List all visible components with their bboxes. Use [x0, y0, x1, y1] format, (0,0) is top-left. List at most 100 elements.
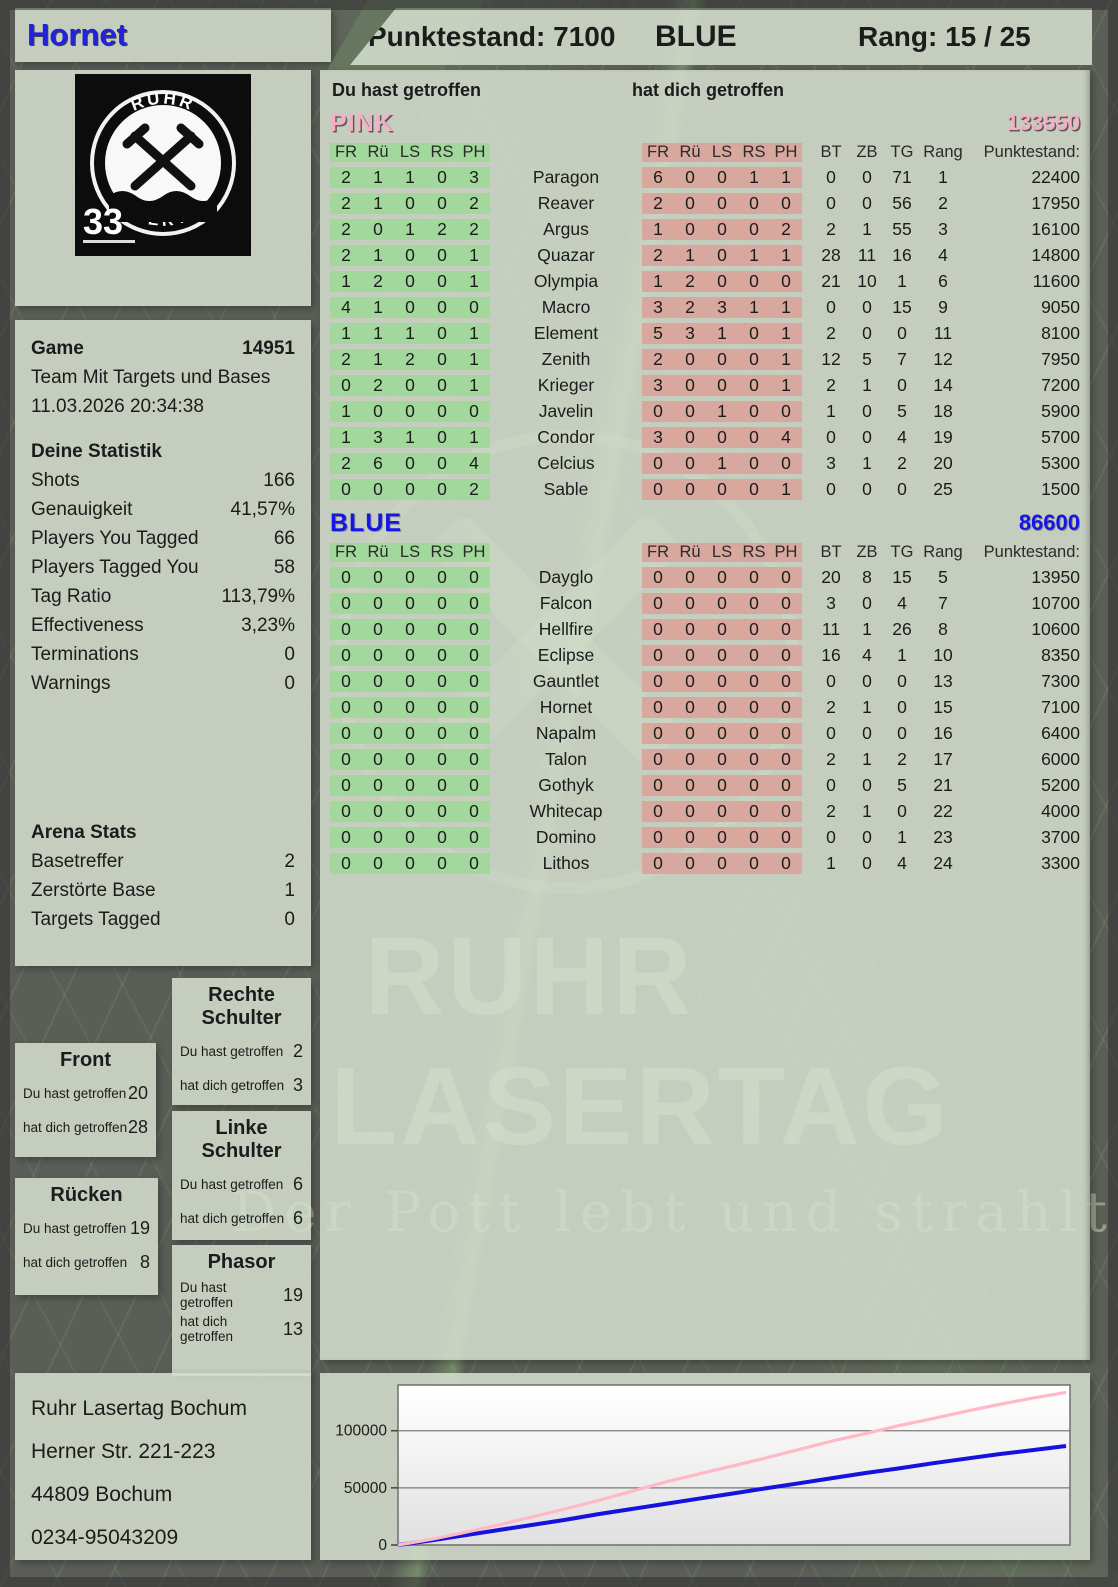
got-value: 13	[282, 1318, 303, 1339]
you-hit-cell: 0	[394, 566, 426, 588]
points-cell: 8100	[1041, 322, 1080, 343]
bodypart-box-front: Front Du hast getroffen 20 hat dich getro…	[15, 1043, 156, 1157]
hit-you-cell: 2	[642, 192, 674, 214]
hit-you-cell: 0	[706, 774, 738, 796]
you-hit-cell: 0	[458, 618, 490, 640]
hit-you-cell: 0	[706, 592, 738, 614]
bt-cell: 2	[826, 322, 836, 343]
rank-cell: 18	[933, 400, 953, 421]
table-row: 2 1 0 0 1 Quazar 2 1 0 1 1 28 11 16 4 14800	[330, 242, 1080, 268]
points-cell: 6000	[1041, 748, 1080, 769]
you-hit-cell: 0	[330, 852, 362, 874]
hit-you-cell: 0	[674, 722, 706, 744]
you-hit-cell: 0	[426, 748, 458, 770]
player-name-cell: Paragon	[532, 166, 600, 187]
you-hit-cell: 1	[394, 426, 426, 448]
you-hit-cell: 2	[330, 244, 362, 266]
game-datetime: 11.03.2026 20:34:38	[31, 395, 204, 417]
hit-you-cell: 0	[706, 826, 738, 848]
hit-you-cell: 0	[706, 270, 738, 292]
table-row: 0 0 0 0 0 Napalm 0 0 0 0 0 0 0 0 16 6400	[330, 720, 1080, 746]
logo-panel: RUHR LASERTAG 33	[15, 70, 311, 306]
you-hit-cell: 0	[394, 748, 426, 770]
player-name-cell: Falcon	[539, 592, 593, 613]
logo-wave	[109, 191, 217, 222]
you-hit-cell: 0	[330, 722, 362, 744]
hit-you-cell: 0	[738, 478, 770, 500]
you-hit-cell: 0	[426, 296, 458, 318]
zb-cell: 11	[857, 244, 877, 265]
rank-cell: 20	[933, 452, 953, 473]
rank-label: Rang: 15 / 25	[858, 20, 1031, 52]
you-hit-cell: 1	[458, 244, 490, 266]
you-hit-cell: 2	[330, 218, 362, 240]
hit-you-cell: 0	[770, 192, 802, 214]
team-section-pink: PINK 133550 FR Rü LS RS PH FR Rü LS RS PH BT ZB TG Rang…	[330, 106, 1080, 502]
you-hit-cell: 0	[330, 644, 362, 666]
hit-you-cell: 0	[738, 426, 770, 448]
hit-value: 19	[282, 1284, 303, 1305]
you-hit-cell: 6	[362, 452, 394, 474]
you-hit-cell: 0	[458, 670, 490, 692]
table-row: 0 0 0 0 0 Hornet 0 0 0 0 0 2 1 0 15 7100	[330, 694, 1080, 720]
you-hit-cell: 0	[330, 826, 362, 848]
zb-cell: 0	[862, 192, 872, 213]
zb-cell: 0	[862, 322, 872, 343]
rank-cell: 23	[933, 826, 953, 847]
table-row: 1 1 1 0 1 Element 5 3 1 0 1 2 0 0 11 8100	[330, 320, 1080, 346]
col-header: TG	[890, 142, 914, 161]
you-hit-cell: 0	[362, 218, 394, 240]
bt-cell: 2	[826, 218, 836, 239]
col-header: RS	[738, 542, 770, 562]
you-hit-cell: 0	[458, 800, 490, 822]
you-hit-cell: 0	[458, 592, 490, 614]
you-hit-cell: 0	[330, 478, 362, 500]
you-hit-cell: 2	[426, 218, 458, 240]
score-header-panel: Punktestand: 7100 BLUE Rang: 15 / 25	[350, 8, 1092, 65]
points-cell: 7950	[1041, 348, 1080, 369]
col-header: PH	[458, 542, 490, 562]
you-hit-cell: 1	[362, 166, 394, 188]
you-hit-cell: 0	[458, 644, 490, 666]
club-logo: RUHR LASERTAG 33	[75, 74, 251, 261]
stat-row-label: Players Tagged You	[31, 556, 199, 578]
hit-you-cell: 0	[674, 696, 706, 718]
hit-you-cell: 0	[770, 400, 802, 422]
hit-you-cell: 0	[674, 400, 706, 422]
bt-cell: 16	[821, 644, 841, 665]
table-row: 0 0 0 0 0 Falcon 0 0 0 0 0 3 0 4 7 10700	[330, 590, 1080, 616]
table-header-row: FR Rü LS RS PH FR Rü LS RS PH BT ZB TG Rang Punktestan…	[330, 540, 1080, 564]
col-header: LS	[394, 142, 426, 162]
hit-you-cell: 0	[642, 452, 674, 474]
hit-label: Du hast getroffen	[180, 1280, 234, 1310]
hit-you-cell: 0	[738, 670, 770, 692]
y-tick-label: 100000	[335, 1423, 387, 1440]
stats-title: Deine Statistik	[31, 440, 162, 462]
bt-cell: 2	[826, 748, 836, 769]
you-hit-cell: 0	[426, 670, 458, 692]
col-header: Rü	[674, 542, 706, 562]
hit-you-cell: 0	[674, 426, 706, 448]
hit-you-cell: 2	[674, 270, 706, 292]
y-tick-label: 0	[378, 1537, 387, 1554]
bt-cell: 12	[821, 348, 841, 369]
you-hit-cell: 0	[394, 296, 426, 318]
hit-you-cell: 1	[770, 322, 802, 344]
hit-you-cell: 0	[770, 644, 802, 666]
col-header: LS	[394, 542, 426, 562]
you-hit-cell: 1	[458, 426, 490, 448]
zb-cell: 8	[862, 566, 872, 587]
you-hit-cell: 1	[458, 270, 490, 292]
logo-badge: 33	[83, 201, 123, 242]
points-cell: 5900	[1041, 400, 1080, 421]
rank-cell: 2	[938, 192, 948, 213]
table-row: 2 1 0 0 2 Reaver 2 0 0 0 0 0 0 56 2 17950	[330, 190, 1080, 216]
stat-row-label: Players You Tagged	[31, 527, 199, 549]
hit-you-cell: 0	[674, 452, 706, 474]
player-name-cell: Hornet	[539, 696, 593, 717]
rank-cell: 12	[933, 348, 953, 369]
you-hit-cell: 0	[426, 722, 458, 744]
hit-you-cell: 0	[770, 722, 802, 744]
rank-cell: 8	[938, 618, 948, 639]
team-label: BLUE	[655, 19, 737, 53]
